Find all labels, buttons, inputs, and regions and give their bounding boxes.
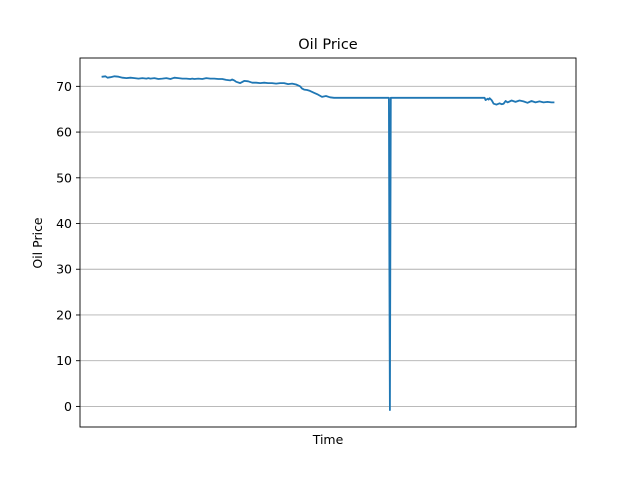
y-tick-label: 50 xyxy=(56,170,72,185)
y-tick-label: 30 xyxy=(56,262,72,277)
chart-title: Oil Price xyxy=(298,37,358,53)
grid-lines xyxy=(80,85,576,407)
y-tick-label: 40 xyxy=(56,216,72,231)
y-tick-label: 60 xyxy=(56,125,72,140)
oil-price-series-line xyxy=(101,75,555,412)
x-axis-label: Time xyxy=(312,432,344,447)
plot-frame xyxy=(79,57,577,428)
y-tick-label: 20 xyxy=(56,307,72,322)
y-tick-label: 70 xyxy=(56,79,72,94)
y-axis-ticks: 0 10 20 30 40 50 60 70 xyxy=(56,79,80,414)
y-axis-label: Oil Price xyxy=(30,217,45,269)
y-tick-label: 10 xyxy=(56,353,72,368)
series-layer xyxy=(101,75,555,412)
y-tick-label: 0 xyxy=(64,399,72,414)
